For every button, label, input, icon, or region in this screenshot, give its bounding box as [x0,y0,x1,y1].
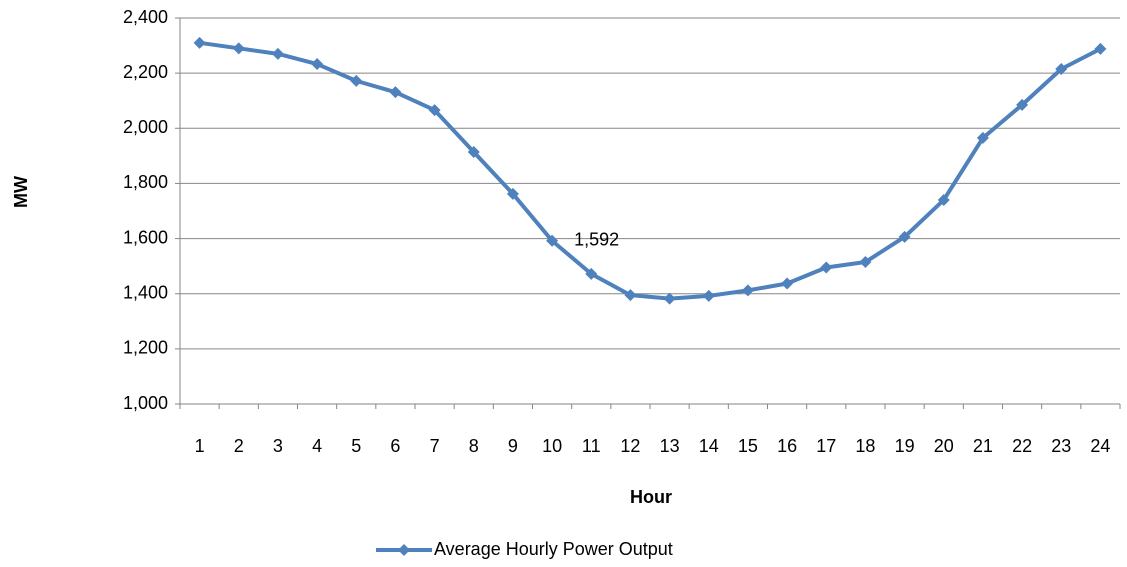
data-point [467,145,480,158]
y-tick-label: 1,800 [123,172,168,192]
series-line [199,40,1102,301]
x-tick-label: 15 [738,436,758,456]
x-tick-label: 21 [973,436,993,456]
data-point [506,187,519,200]
data-point [585,267,598,280]
data-point [389,86,402,99]
x-tick-label: 16 [777,436,797,456]
data-point [624,289,637,302]
x-tick-label: 10 [542,436,562,456]
x-tick-label: 8 [469,436,479,456]
x-tick-label: 3 [273,436,283,456]
data-point [898,230,911,243]
data-point [232,42,245,55]
y-tick-label: 2,200 [123,62,168,82]
data-point [859,256,872,269]
x-tick-label: 17 [816,436,836,456]
data-point [350,74,363,87]
data-point [702,289,715,302]
data-point [663,292,676,305]
x-tick-label: 9 [508,436,518,456]
data-point [976,131,989,144]
data-point [193,36,206,49]
y-tick-label: 1,400 [123,282,168,302]
data-point [937,193,950,206]
x-tick-label: 23 [1051,436,1071,456]
x-tick-label: 7 [430,436,440,456]
data-point [311,58,324,71]
x-tick-label: 19 [895,436,915,456]
x-tick-label: 22 [1012,436,1032,456]
legend-label: Average Hourly Power Output [434,539,673,559]
x-tick-label: 4 [312,436,322,456]
legend-marker [398,544,410,556]
x-tick-label: 13 [660,436,680,456]
x-tick-label: 24 [1090,436,1110,456]
data-point [820,261,833,274]
data-point [1016,98,1029,111]
x-tick-label: 12 [620,436,640,456]
x-tick-label: 11 [582,436,601,456]
data-point [781,277,794,290]
x-tick-label: 14 [699,436,719,456]
y-tick-label: 2,400 [123,7,168,27]
x-tick-label: 18 [855,436,875,456]
x-axis-title: Hour [630,487,672,507]
data-point [546,234,559,247]
y-axis-title: MW [11,176,31,208]
x-tick-label: 20 [934,436,954,456]
y-tick-label: 1,000 [123,393,168,413]
x-tick-label: 1 [195,436,205,456]
x-tick-label: 2 [234,436,244,456]
data-point [271,47,284,60]
x-tick-label: 5 [351,436,361,456]
data-point [1055,63,1068,76]
data-label: 1,592 [574,230,619,250]
data-point [1094,42,1107,55]
data-point [428,104,441,117]
data-point [741,284,754,297]
x-tick-label: 6 [390,436,400,456]
y-tick-label: 1,600 [123,227,168,247]
y-tick-label: 2,000 [123,117,168,137]
y-tick-label: 1,200 [123,338,168,358]
